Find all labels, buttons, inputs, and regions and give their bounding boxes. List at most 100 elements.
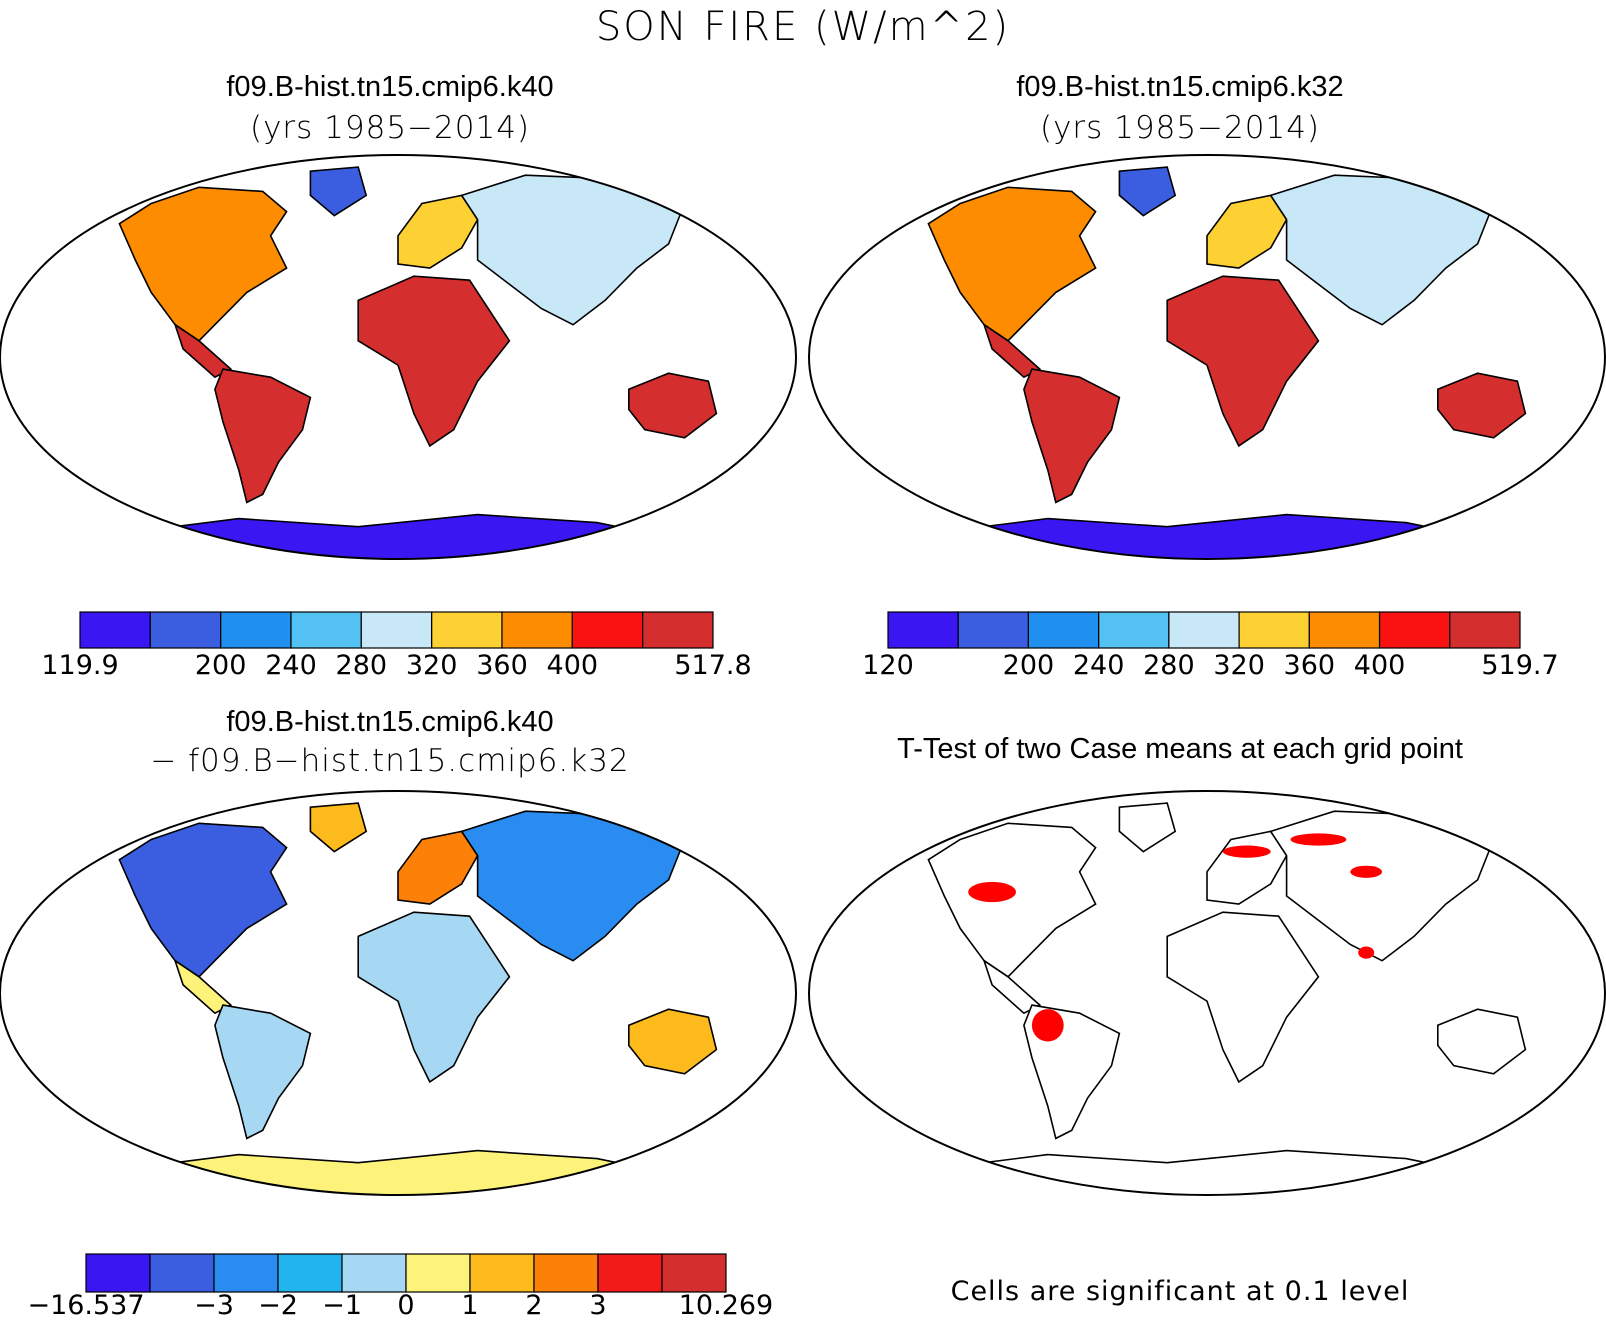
panel4-significant-cells — [1222, 845, 1271, 858]
panel4-africa — [1166, 911, 1320, 1084]
panel2-colorbar-box-4 — [1098, 611, 1170, 649]
panel1-australia — [627, 372, 718, 439]
panel3-colorbar-box-6 — [405, 1253, 471, 1293]
panel2-colorbar-box-9 — [1449, 611, 1521, 649]
panel4-border — [808, 790, 1606, 1196]
panel4-map — [808, 790, 1606, 1196]
panel1-colorbar-box-4 — [290, 611, 362, 649]
panel3-colorbar-box-9 — [597, 1253, 663, 1293]
panel1-subtitle: (yrs 1985−2014) — [249, 110, 531, 146]
panel1-colorbar-tick: 400 — [546, 650, 599, 681]
panel1-border — [0, 154, 797, 560]
panel2-subtitle: (yrs 1985−2014) — [1039, 110, 1321, 146]
panel2-colorbar-tick: 200 — [1002, 650, 1055, 681]
panel1-colorbar-box-6 — [431, 611, 503, 649]
panel3-greenland — [309, 802, 368, 853]
panel3-colorbar-box-7 — [469, 1253, 535, 1293]
panel3-colorbar-tick: −16.537 — [27, 1290, 145, 1321]
panel3-colorbar-box-4 — [277, 1253, 343, 1293]
panel3-australia — [627, 1008, 718, 1075]
panel1-colorbar-tick: 240 — [265, 650, 317, 681]
panel3-map — [0, 790, 797, 1196]
panel1-colorbar-box-5 — [360, 611, 433, 649]
panel4-greenland — [1118, 802, 1177, 853]
panel2-colorbar-tick: 519.7 — [1481, 650, 1559, 681]
panel1-africa — [357, 275, 511, 448]
panel4-significant-cells — [1031, 1009, 1064, 1042]
panel3-africa — [357, 911, 511, 1084]
panel4-significant-cells — [1350, 865, 1383, 878]
panel1-colorbar-box-8 — [571, 611, 644, 649]
panel3-southAmerica — [214, 1004, 312, 1140]
panel3-colorbar-tick: 10.269 — [678, 1290, 774, 1321]
panel4-note: Cells are significant at 0.1 level — [950, 1276, 1410, 1307]
panel2-colorbar-tick: 240 — [1072, 650, 1125, 681]
panel3-colorbar-tick: 0 — [397, 1290, 415, 1321]
panel1-colorbar-tick: 360 — [476, 650, 528, 681]
panel1-europe — [397, 194, 479, 269]
panel1-greenland — [309, 166, 368, 217]
panel3-colorbar-box-3 — [213, 1253, 279, 1293]
panel2-colorbar-tick: 360 — [1283, 650, 1336, 681]
panel1-colorbar-box-2 — [149, 611, 222, 649]
panel1-northAmerica — [118, 186, 288, 342]
panel3-colorbar-tick: −2 — [258, 1290, 298, 1321]
panel1-colorbar-tick: 517.8 — [674, 650, 752, 681]
colorbars — [79, 611, 1521, 1293]
panel4-significant-cells — [1290, 833, 1347, 846]
panel3-colorbar-tick: 3 — [589, 1290, 607, 1321]
panel3-colorbar-tick: −3 — [194, 1290, 234, 1321]
panel2-land — [809, 155, 1605, 559]
panel4-significant-cells — [1358, 946, 1375, 959]
panel2-colorbar-box-5 — [1168, 611, 1240, 649]
panel2-europe — [1206, 194, 1288, 269]
panel2-southAmerica — [1023, 368, 1121, 504]
panel4-australia — [1437, 1008, 1527, 1075]
panel3-colorbar-tick: 1 — [461, 1290, 479, 1321]
panel2-colorbar-box-3 — [1027, 611, 1100, 649]
panel2-colorbar-box-8 — [1378, 611, 1451, 649]
panel1-land — [0, 155, 796, 559]
panel1-title: f09.B-hist.tn15.cmip6.k40 — [226, 71, 554, 103]
panel2-africa — [1166, 275, 1320, 448]
panel3-colorbar-box-10 — [661, 1253, 727, 1293]
panel1-colorbar-tick: 320 — [405, 650, 458, 681]
panel1-southAmerica — [214, 368, 312, 504]
panel2-colorbar-tick: 120 — [862, 650, 914, 681]
panel2-colorbar-tick: 400 — [1353, 650, 1406, 681]
panel1-colorbar-box-7 — [501, 611, 573, 649]
panel4-land — [809, 791, 1605, 1195]
panel4-significant-cells — [968, 881, 1016, 903]
panel2-northAmerica — [927, 186, 1097, 342]
panel1-colorbar-tick: 119.9 — [41, 650, 119, 681]
panel4-title: T-Test of two Case means at each grid po… — [897, 733, 1463, 765]
panel2-border — [808, 154, 1606, 560]
panel2-colorbar-box-6 — [1238, 611, 1310, 649]
panel3-subtitle: − f09.B−hist.tn15.cmip6.k32 — [150, 743, 630, 779]
panel3-europe — [397, 830, 479, 905]
figure-title: SON FIRE (W/m^2) — [595, 4, 1011, 50]
panel1-map — [0, 154, 797, 560]
panel2-australia — [1437, 372, 1527, 439]
panel2-map — [808, 154, 1606, 560]
panel3-colorbar-tick: 2 — [525, 1290, 543, 1321]
panel1-colorbar-box-9 — [642, 611, 714, 649]
panel1-colorbar-tick: 280 — [335, 650, 388, 681]
panel3-title: f09.B-hist.tn15.cmip6.k40 — [226, 706, 554, 738]
panel2-colorbar-tick: 280 — [1143, 650, 1195, 681]
panel3-northAmerica — [118, 822, 288, 978]
panel1-colorbar-box-3 — [220, 611, 292, 649]
panel4-northAmerica — [927, 822, 1097, 978]
panel3-colorbar-box-8 — [533, 1253, 599, 1293]
panel3-land — [0, 791, 796, 1195]
panel1-colorbar-tick: 200 — [194, 650, 247, 681]
panel3-colorbar-box-5 — [341, 1253, 407, 1293]
panel2-colorbar-tick: 320 — [1213, 650, 1265, 681]
panel2-greenland — [1118, 166, 1177, 217]
panel2-title: f09.B-hist.tn15.cmip6.k32 — [1016, 71, 1344, 103]
panel2-colorbar-box-2 — [957, 611, 1030, 649]
panel3-colorbar-box-2 — [149, 1253, 215, 1293]
panel2-colorbar-box-1 — [887, 611, 959, 649]
panel3-colorbar-box-1 — [85, 1253, 151, 1293]
